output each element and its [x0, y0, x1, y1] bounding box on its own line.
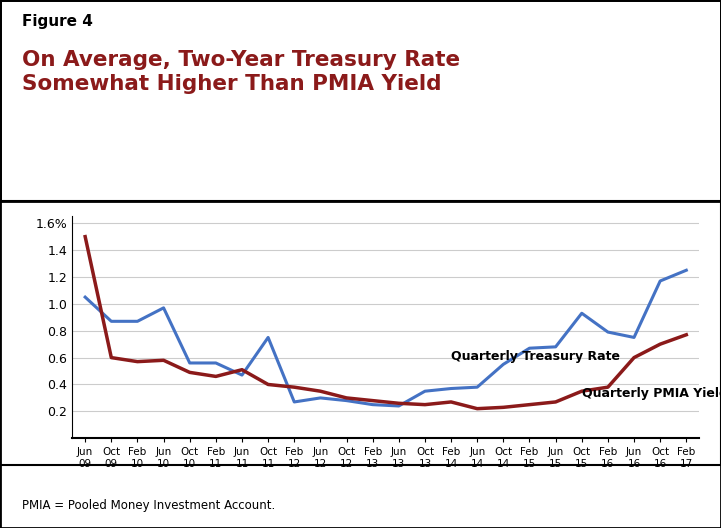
Text: PMIA = Pooled Money Investment Account.: PMIA = Pooled Money Investment Account. — [22, 499, 275, 512]
Text: On Average, Two-Year Treasury Rate
Somewhat Higher Than PMIA Yield: On Average, Two-Year Treasury Rate Somew… — [22, 50, 460, 94]
Text: Quarterly PMIA Yield: Quarterly PMIA Yield — [582, 386, 721, 400]
Text: Figure 4: Figure 4 — [22, 14, 92, 29]
Text: Quarterly Treasury Rate: Quarterly Treasury Rate — [451, 350, 620, 363]
